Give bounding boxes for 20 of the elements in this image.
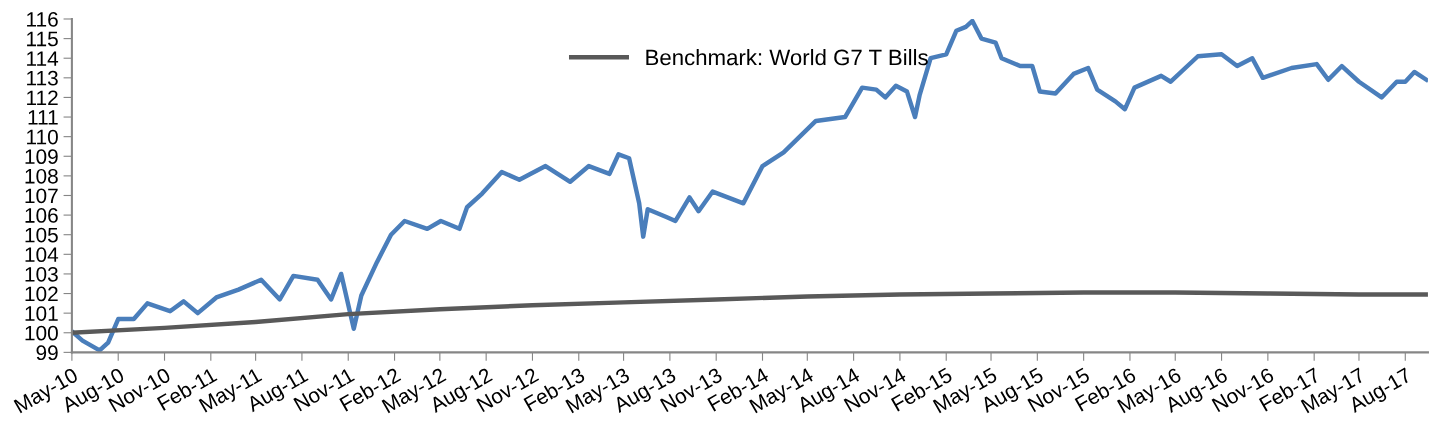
line-series: [71, 290, 1428, 335]
y-tick-label: 113: [27, 70, 58, 86]
y-tick-label: 112: [27, 90, 58, 105]
y-tick-label: 115: [27, 31, 58, 47]
y-tick-label: 105: [25, 227, 58, 243]
y-tick-label: 110: [27, 129, 58, 145]
y-tick-label: 100: [25, 325, 58, 341]
y-tick-label: 109: [25, 149, 58, 165]
y-tick-label: 101: [25, 306, 58, 321]
y-tick-label: 111: [28, 110, 58, 125]
y-tick-label: 116: [27, 11, 58, 27]
y-tick-label: 104: [25, 247, 59, 263]
y-tick-label: 108: [25, 168, 58, 184]
y-tick-label: 102: [25, 286, 58, 302]
y-tick-label: 103: [25, 266, 58, 282]
y-tick-label: 106: [25, 208, 58, 223]
y-tick-label: 114: [27, 51, 59, 66]
y-tick-label: 107: [25, 188, 58, 204]
legend-label: Benchmark: World G7 T Bills: [646, 48, 928, 66]
y-tick-label: 99: [36, 345, 58, 361]
